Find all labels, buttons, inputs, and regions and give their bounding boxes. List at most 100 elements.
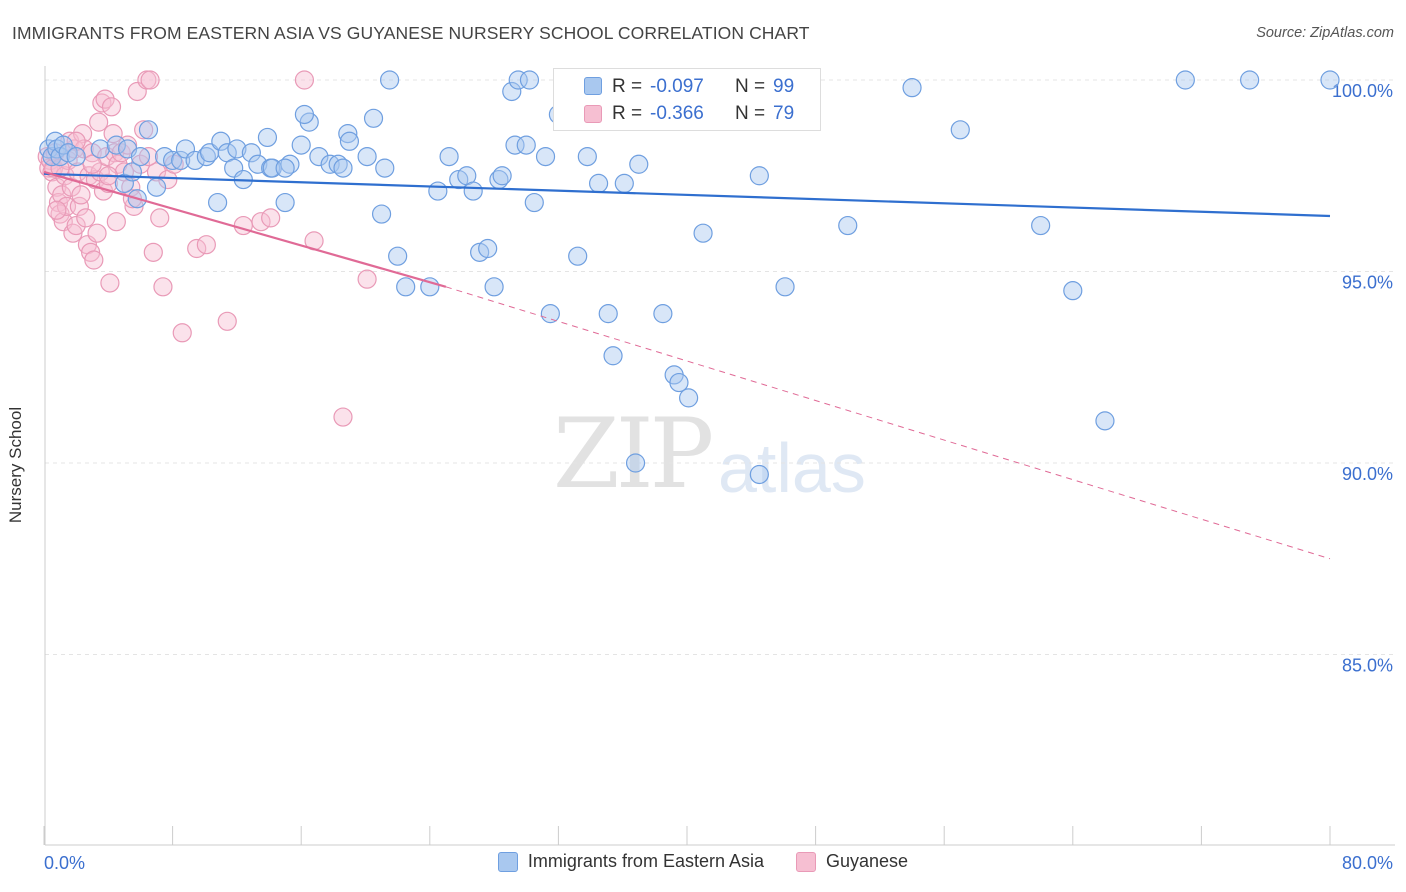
- eastern-asia-point: [1031, 215, 1051, 236]
- pink-stat-swatch: [584, 105, 602, 123]
- blue-r-label: R =: [612, 76, 643, 97]
- eastern-asia-point: [629, 154, 649, 174]
- guyanese-point: [106, 212, 126, 232]
- eastern-asia-point: [420, 277, 440, 297]
- guyanese-point: [100, 273, 120, 293]
- eastern-asia-trend-line: [43, 172, 1331, 218]
- chart-title: IMMIGRANTS FROM EASTERN ASIA VS GUYANESE…: [12, 23, 810, 43]
- guyanese-point: [150, 208, 170, 228]
- source-label: Source: ZipAtlas.com: [1256, 25, 1394, 41]
- eastern-asia-point: [208, 192, 228, 213]
- eastern-asia-point: [950, 120, 970, 140]
- eastern-asia-point: [138, 120, 159, 140]
- eastern-asia-point: [294, 104, 315, 125]
- guyanese-point: [95, 89, 115, 109]
- eastern-asia-point: [146, 177, 167, 197]
- eastern-asia-point: [540, 304, 560, 324]
- guyanese-point: [84, 250, 104, 270]
- y-tick-label: 85.0%: [1342, 656, 1393, 676]
- eastern-asia-point: [749, 166, 769, 186]
- y-tick-label: 100.0%: [1332, 81, 1393, 101]
- blue-r-value: -0.097: [650, 76, 704, 97]
- pink-r-value: -0.366: [650, 103, 704, 124]
- guyanese-point: [89, 112, 109, 132]
- eastern-asia-point: [463, 181, 483, 201]
- eastern-asia-point: [484, 277, 504, 297]
- eastern-asia-point: [388, 246, 408, 266]
- guyanese-point: [134, 120, 154, 140]
- blue-n-label: N =: [735, 76, 766, 97]
- eastern-asia-point: [598, 304, 618, 324]
- guyanese-point: [153, 277, 173, 297]
- eastern-asia-point: [357, 147, 377, 167]
- guyanese-point: [143, 242, 163, 262]
- eastern-asia-point: [568, 246, 588, 266]
- eastern-asia-point: [478, 238, 498, 259]
- guyanese-point: [333, 407, 353, 427]
- eastern-asia-point: [338, 124, 358, 144]
- eastern-asia-point: [625, 453, 646, 473]
- guyanese-point: [87, 223, 107, 243]
- eastern-asia-point: [439, 147, 459, 167]
- eastern-asia-point: [838, 215, 858, 236]
- guyanese-point: [66, 215, 86, 236]
- eastern-asia-point: [309, 147, 329, 167]
- eastern-asia-point: [614, 173, 634, 194]
- eastern-asia-point: [653, 304, 673, 324]
- eastern-asia-point: [428, 181, 448, 201]
- eastern-asia-point: [749, 464, 769, 485]
- eastern-asia-point: [603, 346, 623, 366]
- eastern-asia-point: [396, 277, 416, 297]
- eastern-asia-point: [902, 78, 922, 98]
- eastern-asia-point: [291, 135, 311, 155]
- series-legend: Immigrants from Eastern Asia Guyanese: [0, 851, 1406, 872]
- y-tick-label: 95.0%: [1342, 273, 1393, 293]
- eastern-asia-point: [1095, 411, 1115, 431]
- eastern-asia-point: [508, 70, 528, 90]
- pink-n-value: 79: [773, 103, 795, 124]
- eastern-asia-point: [1320, 70, 1340, 90]
- eastern-asia-point: [90, 139, 110, 159]
- pink-r-label: R =: [612, 103, 643, 124]
- legend-item-eastern-asia: Immigrants from Eastern Asia: [497, 851, 764, 872]
- guyanese-point: [47, 200, 67, 220]
- eastern-asia-point: [1063, 281, 1083, 301]
- eastern-asia-point: [114, 173, 134, 194]
- eastern-asia-point: [275, 158, 295, 178]
- eastern-asia-point: [502, 81, 522, 102]
- eastern-asia-point: [535, 147, 556, 167]
- y-tick-label: 90.0%: [1342, 464, 1393, 484]
- guyanese-point: [140, 70, 160, 90]
- legend-label-guyanese: Guyanese: [826, 851, 909, 871]
- guyanese-trend-extension: [445, 286, 1331, 560]
- stats-legend: R = -0.097 N = 99 R = -0.366 N = 79: [553, 68, 821, 131]
- guyanese-point: [261, 208, 281, 228]
- eastern-asia-point: [693, 223, 713, 243]
- eastern-asia-point: [505, 135, 525, 155]
- eastern-asia-point: [519, 70, 540, 90]
- guyanese-point: [357, 269, 377, 289]
- guyanese-point: [217, 311, 237, 331]
- eastern-asia-point: [679, 388, 699, 408]
- x-tick-label-max: 80.0%: [1342, 853, 1393, 873]
- guyanese-point: [101, 97, 122, 117]
- eastern-asia-point: [320, 154, 340, 174]
- eastern-asia-point: [248, 154, 268, 174]
- eastern-asia-point: [775, 277, 795, 297]
- eastern-asia-point: [130, 147, 151, 167]
- legend-swatch-pink: [796, 851, 816, 872]
- guyanese-point: [251, 212, 271, 232]
- eastern-asia-point: [163, 150, 183, 171]
- legend-swatch-blue: [497, 851, 518, 872]
- eastern-asia-point: [227, 139, 247, 159]
- eastern-asia-point: [275, 192, 295, 213]
- guyanese-point: [138, 147, 159, 167]
- guyanese-point: [187, 238, 207, 259]
- eastern-asia-point: [211, 131, 231, 151]
- eastern-asia-point: [380, 70, 400, 90]
- eastern-asia-point: [375, 158, 395, 178]
- legend-item-guyanese: Guyanese: [796, 851, 908, 872]
- eastern-asia-point: [66, 147, 86, 167]
- guyanese-point: [196, 235, 216, 255]
